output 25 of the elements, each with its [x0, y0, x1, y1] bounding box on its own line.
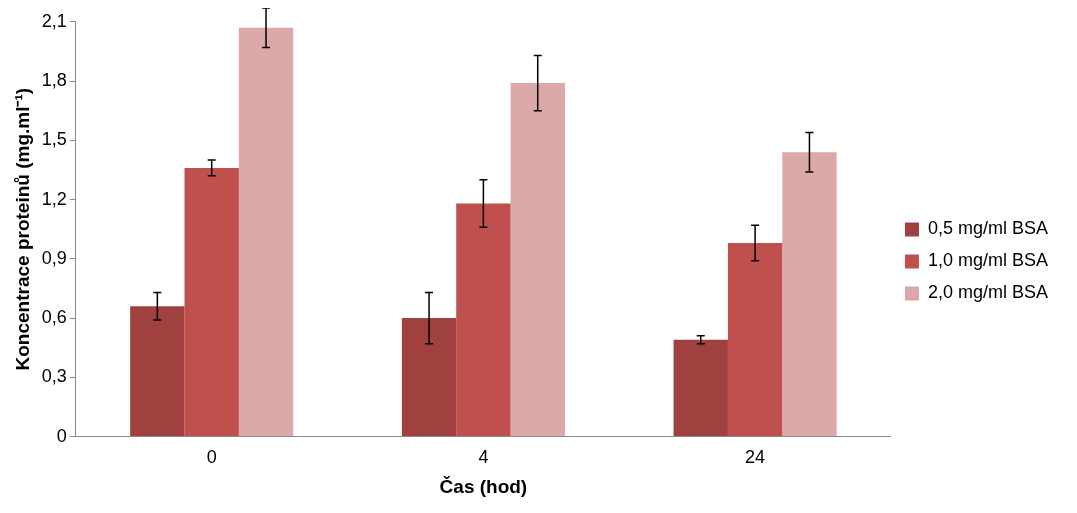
- legend-label: 2,0 mg/ml BSA: [927, 282, 1049, 303]
- x-tick-label: 24: [745, 447, 766, 468]
- y-tick-label: 0,6: [41, 307, 67, 328]
- x-axis-title: Čas (hod): [439, 475, 528, 497]
- bar: [401, 318, 457, 437]
- y-tick-label: 2,1: [41, 10, 67, 31]
- bar: [727, 243, 783, 437]
- bar: [782, 152, 837, 437]
- y-tick-label: 0,9: [41, 247, 67, 268]
- legend-label: 0,5 mg/ml BSA: [927, 218, 1049, 239]
- bar: [184, 167, 239, 437]
- y-tick-label: 1,8: [41, 70, 67, 91]
- y-tick-label: 1,5: [41, 129, 67, 150]
- legend-label: 1,0 mg/ml BSA: [927, 250, 1049, 271]
- bar: [456, 203, 511, 437]
- y-tick-label: 0,3: [41, 366, 67, 387]
- x-tick-label: 4: [478, 447, 489, 468]
- bar: [510, 83, 565, 437]
- x-tick-label: 0: [206, 447, 217, 468]
- bar: [238, 27, 294, 437]
- bar: [673, 339, 728, 437]
- y-tick-label: 1,2: [41, 188, 67, 209]
- y-axis-title: Koncentrace proteinů (mg.ml⁻¹): [11, 87, 33, 371]
- bar: [130, 306, 185, 437]
- y-tick-label: 0: [56, 425, 67, 446]
